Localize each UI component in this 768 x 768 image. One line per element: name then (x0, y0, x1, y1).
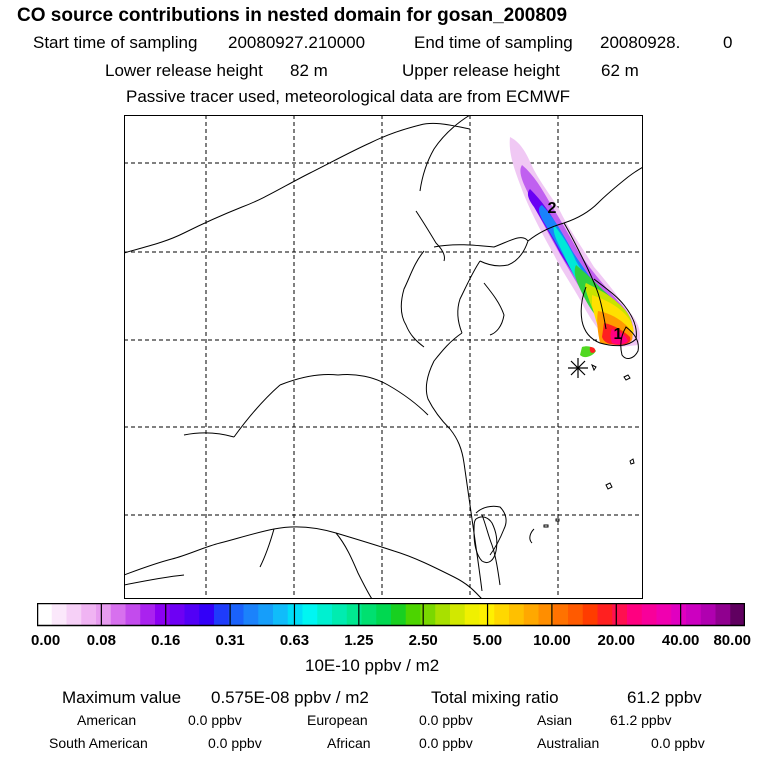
max-value: 0.575E-08 ppbv / m2 (211, 688, 369, 707)
start-time-label: Start time of sampling (33, 33, 198, 52)
colorbar-cell (96, 603, 112, 626)
colorbar-cell (346, 603, 363, 626)
colorbar (37, 603, 745, 627)
colorbar-tick-label: 1.25 (344, 632, 374, 649)
colorbar-cell (332, 603, 348, 626)
colorbar-cell (51, 603, 68, 626)
colorbar-cell (435, 603, 451, 626)
colorbar-cell (700, 603, 717, 626)
colorbar-cell (612, 603, 628, 626)
colorbar-cell (140, 603, 156, 626)
small-islands (543, 363, 635, 528)
colorbar-cell (641, 603, 658, 626)
colorbar-cell (169, 603, 186, 626)
colorbar-cell (568, 603, 584, 626)
region-name: South American (49, 735, 148, 751)
region-name: American (77, 712, 137, 728)
graticule (124, 115, 643, 599)
colorbar-cell (420, 603, 436, 626)
tracer-note: Passive tracer used, meteorological data… (126, 87, 571, 106)
region-name: Asian (537, 712, 573, 728)
colorbar-cell (730, 603, 745, 626)
region-value: 0.0 ppbv (208, 735, 262, 751)
colorbar-cell (155, 603, 171, 626)
colorbar-tick-label: 20.00 (597, 632, 636, 649)
release-site-star-icon (568, 358, 588, 378)
start-time-value: 20080927.210000 (228, 33, 366, 52)
colorbar-cell (405, 603, 422, 626)
colorbar-tick-label: 0.08 (86, 632, 116, 649)
colorbar-cell (361, 603, 377, 626)
map-frame (124, 115, 643, 599)
colorbar-tick-label: 0.31 (215, 632, 245, 649)
colorbar-cell (671, 603, 687, 626)
map-title: CO source contributions in nested domain… (17, 5, 568, 26)
region-value: 0.0 ppbv (419, 735, 473, 751)
upper-release-value: 62 m (601, 61, 639, 80)
region-name: European (307, 712, 368, 728)
colorbar-cell (538, 603, 554, 626)
colorbar-cell (273, 603, 289, 626)
colorbar-cell (81, 603, 97, 626)
region-value: 61.2 ppbv (610, 712, 672, 728)
trajectory-marker-2: 2 (548, 200, 557, 217)
colorbar-tick-label: 40.00 (661, 632, 700, 649)
colorbar-tick-label: 2.50 (408, 632, 438, 649)
colorbar-cell (627, 603, 643, 626)
total-mixing-label: Total mixing ratio (431, 688, 559, 707)
colorbar-cell (66, 603, 82, 626)
colorbar-cell (509, 603, 525, 626)
colorbar-tick-label: 0.00 (31, 632, 61, 649)
colorbar-cell (686, 603, 702, 626)
colorbar-cell (656, 603, 672, 626)
trajectory-marker-1: 1 (614, 326, 623, 343)
colorbar-tick-label: 0.63 (279, 632, 310, 649)
plume-map: 1 2 (124, 115, 643, 599)
colorbar-cell (317, 603, 333, 626)
colorbar-cell (110, 603, 127, 626)
end-time-tail: 0 (723, 33, 733, 52)
colorbar-cell (494, 603, 510, 626)
colorbar-cell (228, 603, 245, 626)
max-value-label: Maximum value (62, 688, 182, 707)
colorbar-cell (287, 603, 304, 626)
colorbar-cell (597, 603, 613, 626)
colorbar-unit: 10E-10 ppbv / m2 (305, 656, 440, 675)
region-name: African (327, 735, 371, 751)
colorbar-cell (214, 603, 230, 626)
region-value: 0.0 ppbv (419, 712, 473, 728)
colorbar-tick-label: 80.00 (713, 632, 752, 649)
colorbar-cell (184, 603, 200, 626)
taiwan-island (473, 516, 498, 564)
colorbar-tick-label: 5.00 (472, 632, 503, 649)
end-time-value: 20080928. (600, 33, 681, 52)
map-background (124, 115, 643, 599)
colorbar-cell (258, 603, 274, 626)
kyushu-coast (620, 326, 639, 359)
colorbar-cell (125, 603, 141, 626)
coastlines (124, 115, 643, 599)
colorbar-cell (376, 603, 392, 626)
colorbar-cell (464, 603, 481, 626)
upper-release-label: Upper release height (402, 61, 560, 80)
colorbar-cell (582, 603, 599, 626)
colorbar-tick-label: 10.00 (533, 632, 571, 649)
region-name: Australian (537, 735, 600, 751)
lower-release-value: 82 m (290, 61, 328, 80)
colorbar-cell (553, 603, 569, 626)
colorbar-cell (450, 603, 466, 626)
colorbar-tick-label: 0.16 (151, 632, 181, 649)
end-time-label: End time of sampling (414, 33, 573, 52)
colorbar-cell (715, 603, 731, 626)
colorbar-cell (523, 603, 540, 626)
lower-release-label: Lower release height (105, 61, 263, 80)
colorbar-cell (37, 603, 53, 626)
colorbar-cell (243, 603, 259, 626)
total-mixing-value: 61.2 ppbv (627, 688, 702, 707)
region-value: 0.0 ppbv (188, 712, 242, 728)
colorbar-cell (199, 603, 215, 626)
region-value: 0.0 ppbv (651, 735, 705, 751)
colorbar-cell (302, 603, 318, 626)
colorbar-cell (391, 603, 407, 626)
